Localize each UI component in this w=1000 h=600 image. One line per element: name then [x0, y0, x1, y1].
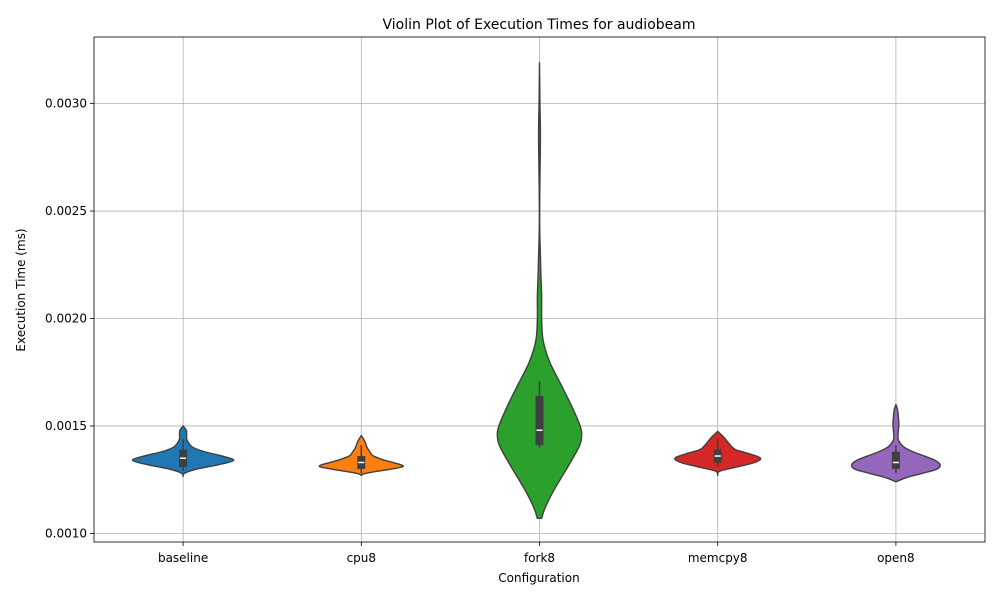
iqr-box-fork8 — [535, 395, 544, 446]
y-tick-label: 0.0025 — [45, 204, 87, 218]
iqr-box-open8 — [891, 451, 900, 469]
x-tick-label-fork8: fork8 — [524, 551, 555, 565]
violin-fork8 — [496, 62, 583, 520]
x-axis-ticks: baseline cpu8 fork8 memcpy8 open8 — [158, 542, 915, 565]
violins — [131, 62, 941, 520]
violin-open8 — [850, 403, 941, 483]
x-tick-label-memcpy8: memcpy8 — [688, 551, 748, 565]
x-tick-label-open8: open8 — [877, 551, 915, 565]
y-tick-label: 0.0015 — [45, 419, 87, 433]
y-axis-ticks: 0.0010 0.0015 0.0020 0.0025 0.0030 — [45, 97, 94, 540]
chart-title: Violin Plot of Execution Times for audio… — [383, 17, 696, 33]
x-tick-label-baseline: baseline — [158, 551, 208, 565]
x-axis-label: Configuration — [498, 571, 579, 585]
y-tick-label: 0.0020 — [45, 312, 87, 326]
y-axis-label: Execution Time (ms) — [14, 228, 28, 351]
y-tick-label: 0.0010 — [45, 526, 87, 540]
x-tick-label-cpu8: cpu8 — [347, 551, 376, 565]
inner-boxes — [179, 380, 900, 474]
y-tick-label: 0.0030 — [45, 97, 87, 111]
